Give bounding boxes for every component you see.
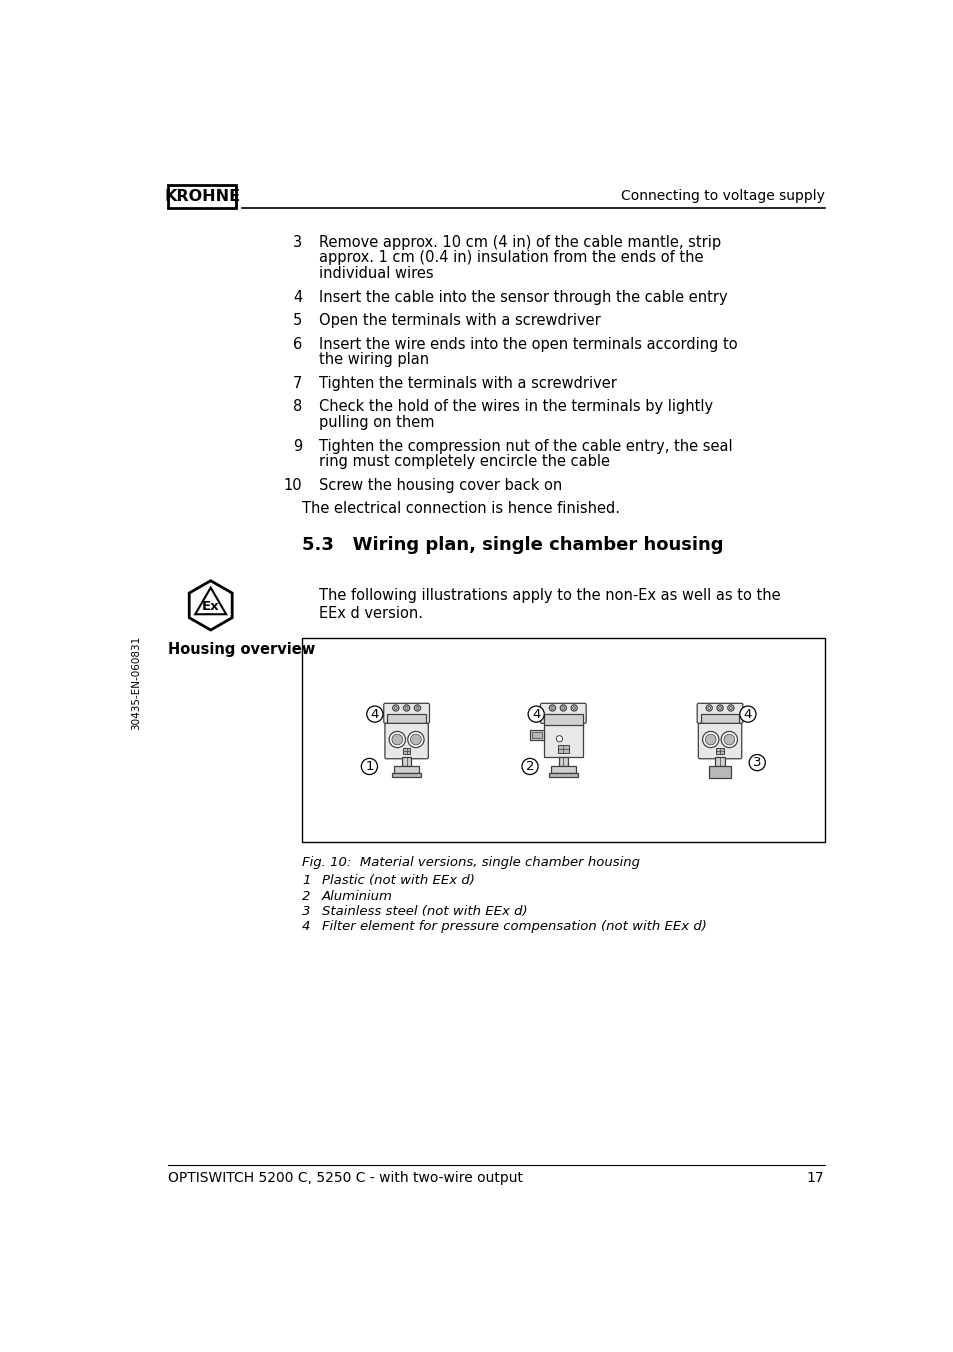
Bar: [387, 714, 426, 727]
Text: 6: 6: [293, 337, 302, 352]
Bar: [700, 714, 739, 727]
Bar: [392, 773, 421, 777]
Text: 5: 5: [293, 314, 302, 329]
Text: 1: 1: [365, 760, 374, 773]
Circle shape: [389, 731, 405, 748]
Bar: [550, 767, 575, 773]
Text: Fig. 10:  Material versions, single chamber housing: Fig. 10: Material versions, single chamb…: [302, 856, 639, 868]
Bar: [715, 757, 724, 767]
FancyBboxPatch shape: [698, 723, 740, 758]
Circle shape: [705, 704, 712, 711]
Text: 4: 4: [532, 707, 539, 721]
FancyBboxPatch shape: [384, 723, 428, 758]
Circle shape: [407, 731, 424, 748]
Text: Screw the housing cover back on: Screw the housing cover back on: [319, 479, 562, 493]
Text: 3: 3: [752, 756, 760, 769]
Circle shape: [704, 734, 716, 745]
Text: Check the hold of the wires in the terminals by lightly: Check the hold of the wires in the termi…: [319, 399, 713, 415]
Circle shape: [559, 704, 566, 711]
Text: 3: 3: [302, 904, 310, 918]
Circle shape: [403, 704, 409, 711]
Circle shape: [405, 706, 408, 710]
Text: 4: 4: [371, 707, 378, 721]
Text: OPTISWITCH 5200 C, 5250 C - with two-wire output: OPTISWITCH 5200 C, 5250 C - with two-wir…: [168, 1171, 522, 1184]
Circle shape: [727, 704, 733, 711]
Circle shape: [707, 706, 710, 710]
Text: Ex: Ex: [202, 600, 219, 614]
Circle shape: [410, 734, 421, 745]
Circle shape: [392, 734, 402, 745]
Text: individual wires: individual wires: [319, 266, 434, 281]
Circle shape: [701, 731, 719, 748]
Text: 9: 9: [293, 438, 302, 454]
Text: 5.3   Wiring plan, single chamber housing: 5.3 Wiring plan, single chamber housing: [302, 537, 723, 554]
Circle shape: [393, 704, 398, 711]
Text: Tighten the compression nut of the cable entry, the seal: Tighten the compression nut of the cable…: [319, 438, 732, 454]
Circle shape: [720, 731, 737, 748]
Text: Aluminium: Aluminium: [321, 890, 392, 903]
Text: the wiring plan: the wiring plan: [319, 353, 429, 368]
Circle shape: [571, 704, 577, 711]
Circle shape: [549, 704, 555, 711]
Text: pulling on them: pulling on them: [319, 415, 435, 430]
Bar: [402, 748, 410, 754]
Text: Insert the cable into the sensor through the cable entry: Insert the cable into the sensor through…: [319, 289, 727, 304]
Text: Remove approx. 10 cm (4 in) of the cable mantle, strip: Remove approx. 10 cm (4 in) of the cable…: [319, 235, 720, 250]
Text: Plastic (not with EEx d): Plastic (not with EEx d): [321, 875, 474, 887]
FancyBboxPatch shape: [383, 703, 429, 723]
FancyBboxPatch shape: [540, 703, 585, 723]
Bar: [543, 714, 582, 727]
Text: 30435-EN-060831: 30435-EN-060831: [132, 635, 141, 730]
Text: 4: 4: [293, 289, 302, 304]
Circle shape: [414, 704, 420, 711]
Circle shape: [550, 706, 554, 710]
Text: Stainless steel (not with EEx d): Stainless steel (not with EEx d): [321, 904, 527, 918]
Bar: [302, 638, 823, 842]
Bar: [716, 748, 723, 754]
Text: Connecting to voltage supply: Connecting to voltage supply: [620, 189, 823, 203]
Text: Tighten the terminals with a screwdriver: Tighten the terminals with a screwdriver: [319, 376, 617, 391]
Text: 4: 4: [302, 921, 310, 933]
Text: 4: 4: [743, 707, 751, 721]
Circle shape: [718, 706, 720, 710]
Bar: [558, 745, 568, 753]
Circle shape: [716, 704, 722, 711]
Circle shape: [394, 706, 396, 710]
Circle shape: [723, 734, 734, 745]
Circle shape: [556, 735, 562, 742]
Text: The electrical connection is hence finished.: The electrical connection is hence finis…: [302, 502, 619, 516]
Text: 2: 2: [525, 760, 534, 773]
Text: EEx d version.: EEx d version.: [319, 606, 423, 621]
Bar: [543, 725, 582, 757]
Text: 10: 10: [283, 479, 302, 493]
Circle shape: [728, 706, 732, 710]
Bar: [394, 767, 418, 773]
Text: 3: 3: [293, 235, 302, 250]
Bar: [548, 773, 578, 777]
Text: 8: 8: [293, 399, 302, 415]
Bar: [558, 757, 567, 767]
Circle shape: [572, 706, 575, 710]
Text: Insert the wire ends into the open terminals according to: Insert the wire ends into the open termi…: [319, 337, 737, 352]
Text: 7: 7: [293, 376, 302, 391]
Circle shape: [416, 706, 418, 710]
FancyBboxPatch shape: [697, 703, 742, 723]
Bar: [532, 731, 541, 738]
Text: KROHNE: KROHNE: [164, 189, 240, 204]
Bar: [530, 730, 543, 740]
Text: approx. 1 cm (0.4 in) insulation from the ends of the: approx. 1 cm (0.4 in) insulation from th…: [319, 250, 703, 265]
Text: 1: 1: [302, 875, 310, 887]
Bar: [401, 757, 411, 767]
Text: Open the terminals with a screwdriver: Open the terminals with a screwdriver: [319, 314, 600, 329]
Text: 17: 17: [806, 1171, 823, 1184]
Text: The following illustrations apply to the non-Ex as well as to the: The following illustrations apply to the…: [319, 588, 780, 603]
Text: 2: 2: [302, 890, 310, 903]
Text: ring must completely encircle the cable: ring must completely encircle the cable: [319, 454, 610, 469]
Text: Filter element for pressure compensation (not with EEx d): Filter element for pressure compensation…: [321, 921, 705, 933]
Bar: [708, 767, 730, 777]
FancyBboxPatch shape: [168, 185, 236, 208]
Circle shape: [561, 706, 564, 710]
Text: Housing overview: Housing overview: [168, 642, 315, 657]
